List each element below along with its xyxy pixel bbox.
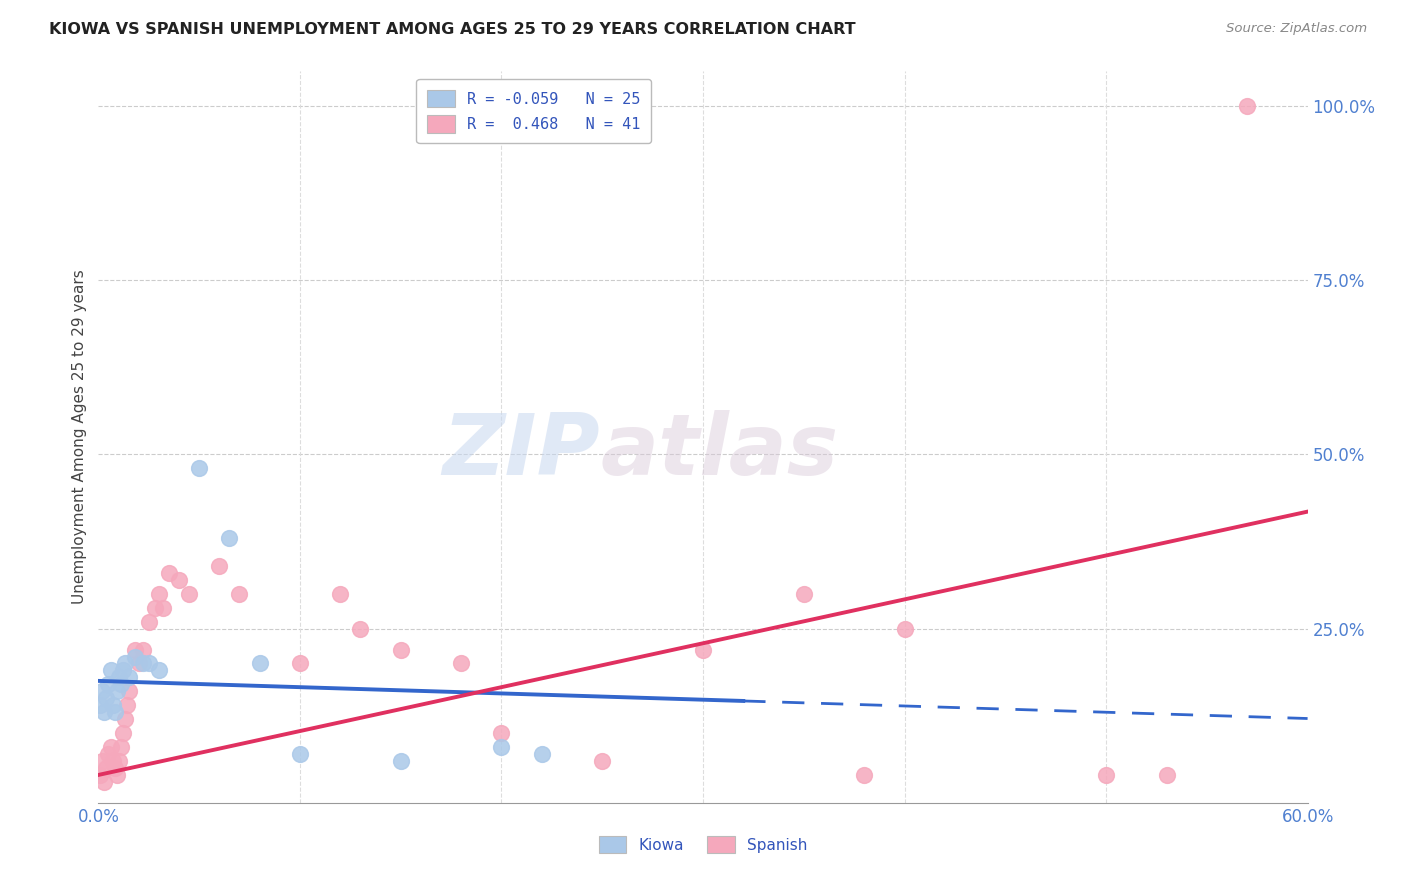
- Point: [93, 705, 115, 719]
- Point: [111, 664, 134, 678]
- Point: [152, 600, 174, 615]
- Point: [89, 698, 111, 713]
- Point: [111, 726, 134, 740]
- Point: [100, 664, 122, 678]
- Point: [115, 698, 138, 713]
- Point: [96, 691, 118, 706]
- Point: [1095, 768, 1118, 782]
- Point: [105, 768, 128, 782]
- Point: [349, 622, 371, 636]
- Y-axis label: Unemployment Among Ages 25 to 29 years: Unemployment Among Ages 25 to 29 years: [72, 269, 87, 605]
- Point: [249, 657, 271, 671]
- Point: [157, 566, 180, 580]
- Point: [218, 531, 240, 545]
- Point: [288, 747, 311, 761]
- Point: [288, 657, 311, 671]
- Point: [228, 587, 250, 601]
- Point: [167, 573, 190, 587]
- Legend: Kiowa, Spanish: Kiowa, Spanish: [592, 828, 814, 861]
- Point: [188, 461, 211, 475]
- Point: [105, 684, 128, 698]
- Point: [450, 657, 472, 671]
- Point: [93, 775, 115, 789]
- Point: [591, 754, 613, 768]
- Text: atlas: atlas: [600, 410, 838, 493]
- Text: ZIP: ZIP: [443, 410, 600, 493]
- Point: [107, 670, 129, 684]
- Point: [118, 670, 141, 684]
- Point: [389, 642, 412, 657]
- Point: [128, 657, 150, 671]
- Point: [893, 622, 915, 636]
- Point: [89, 768, 111, 782]
- Point: [107, 754, 129, 768]
- Point: [329, 587, 352, 601]
- Point: [103, 761, 125, 775]
- Point: [143, 600, 166, 615]
- Point: [91, 754, 114, 768]
- Point: [114, 657, 136, 671]
- Point: [491, 726, 513, 740]
- Point: [793, 587, 815, 601]
- Point: [110, 677, 132, 691]
- Point: [97, 747, 120, 761]
- Point: [148, 664, 170, 678]
- Point: [101, 698, 124, 713]
- Point: [389, 754, 412, 768]
- Point: [101, 754, 124, 768]
- Point: [110, 740, 132, 755]
- Point: [179, 587, 201, 601]
- Point: [114, 712, 136, 726]
- Point: [1236, 99, 1258, 113]
- Point: [124, 642, 146, 657]
- Text: KIOWA VS SPANISH UNEMPLOYMENT AMONG AGES 25 TO 29 YEARS CORRELATION CHART: KIOWA VS SPANISH UNEMPLOYMENT AMONG AGES…: [49, 22, 856, 37]
- Point: [97, 677, 120, 691]
- Point: [1156, 768, 1178, 782]
- Point: [124, 649, 146, 664]
- Point: [491, 740, 513, 755]
- Text: Source: ZipAtlas.com: Source: ZipAtlas.com: [1226, 22, 1367, 36]
- Point: [530, 747, 553, 761]
- Point: [148, 587, 170, 601]
- Point: [118, 684, 141, 698]
- Point: [103, 705, 125, 719]
- Point: [138, 615, 160, 629]
- Point: [208, 558, 231, 573]
- Point: [132, 642, 155, 657]
- Point: [91, 684, 114, 698]
- Point: [132, 657, 155, 671]
- Point: [853, 768, 876, 782]
- Point: [138, 657, 160, 671]
- Point: [100, 740, 122, 755]
- Point: [96, 761, 118, 775]
- Point: [692, 642, 714, 657]
